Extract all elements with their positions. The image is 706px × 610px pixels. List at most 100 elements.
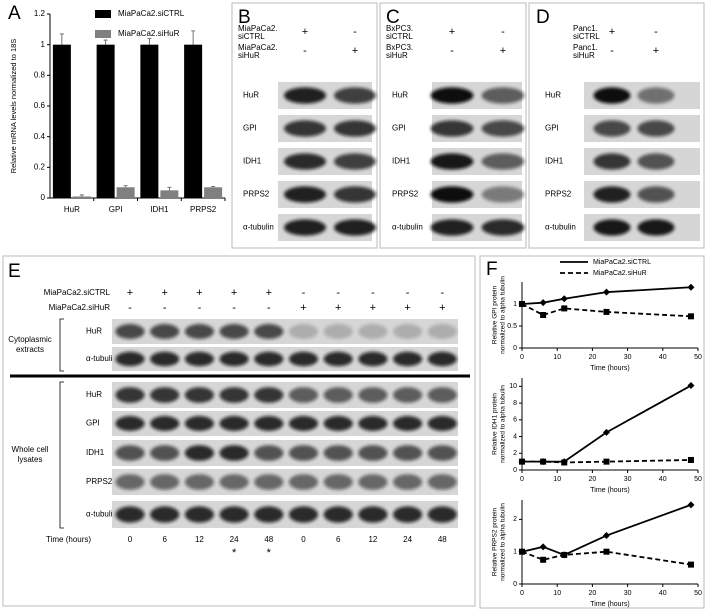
blot-band	[430, 186, 474, 203]
point	[519, 301, 525, 307]
condition-sign: -	[198, 302, 202, 314]
legend-label: MiaPaCa2.siHuR	[593, 270, 647, 277]
blot-band	[334, 120, 376, 137]
legend-swatch	[95, 10, 111, 18]
blot-band	[481, 186, 525, 203]
point	[603, 458, 610, 465]
bar	[116, 187, 135, 198]
condition-sign: -	[353, 26, 357, 38]
blot-band	[184, 474, 214, 490]
y-tick-label: 1.2	[34, 9, 46, 18]
blot-band	[593, 153, 631, 170]
x-axis-label: Time (hours)	[590, 601, 629, 608]
time-value: 24	[230, 535, 239, 544]
band-label: α-tubulin	[86, 354, 117, 363]
blot-band	[481, 219, 525, 236]
legend-label: MiaPaCa2.siHuR	[118, 29, 180, 38]
blot-band	[219, 324, 249, 339]
point	[560, 295, 568, 303]
condition-sign: +	[449, 26, 455, 38]
time-value: 0	[128, 535, 133, 544]
error-bar	[59, 33, 64, 45]
condition-label: Panc1.	[573, 43, 598, 52]
condition-sign: -	[267, 302, 271, 314]
panel-label: A	[8, 3, 21, 24]
condition-label: siCTRL	[238, 32, 265, 41]
band-label: IDH1	[243, 157, 262, 166]
blot-band	[393, 506, 423, 523]
blot-band	[358, 324, 388, 339]
condition-sign: +	[161, 287, 167, 299]
blot-band	[115, 506, 145, 523]
blot-band	[393, 445, 423, 461]
condition-sign: -	[501, 26, 505, 38]
time-label: Time (hours)	[46, 535, 91, 544]
condition-sign: +	[609, 26, 615, 38]
time-value: 48	[438, 535, 447, 544]
blot-band	[427, 387, 457, 403]
blot-band	[288, 506, 319, 523]
panel-frame	[231, 2, 378, 249]
condition-label: MiaPaCa2.	[238, 24, 278, 33]
x-tick-label: 0	[520, 590, 524, 597]
series-line	[521, 303, 692, 318]
x-axis-label: Time (hours)	[590, 365, 629, 372]
condition-sign: +	[300, 302, 306, 314]
x-tick-label: IDH1	[150, 205, 169, 214]
blot-band	[427, 416, 457, 431]
blot-band	[184, 506, 214, 523]
condition-sign: -	[654, 26, 658, 38]
blot-band	[430, 120, 474, 137]
blot-band	[430, 153, 474, 170]
y-tick-label: 0.2	[34, 162, 46, 171]
blot-band	[393, 416, 423, 431]
time-value: 6	[336, 535, 341, 544]
series-line	[522, 384, 692, 463]
panel-label: B	[238, 7, 251, 28]
y-tick-label: 2	[513, 450, 517, 457]
condition-label: BxPC3.	[386, 24, 413, 33]
point	[540, 556, 547, 563]
x-tick-label: 40	[659, 354, 667, 361]
x-tick-label: 30	[624, 590, 632, 597]
condition-sign: -	[610, 45, 614, 57]
panel-frame	[479, 255, 705, 609]
time-value: 24	[403, 535, 412, 544]
blot-band	[284, 219, 326, 236]
group-label: Cytoplasmic	[8, 335, 52, 344]
x-tick-label: 50	[694, 590, 702, 597]
blot-band	[393, 351, 423, 367]
blot-band	[323, 474, 353, 490]
point	[602, 288, 610, 296]
blot-band	[323, 387, 353, 403]
blot-band	[288, 351, 319, 367]
blot-band	[115, 474, 145, 490]
band-label: PRPS2	[243, 190, 270, 199]
point	[687, 382, 695, 390]
condition-sign: -	[371, 287, 375, 299]
blot-band	[323, 416, 353, 431]
blot-band	[184, 416, 214, 431]
condition-sign: +	[231, 287, 237, 299]
y-tick-label: 4	[513, 433, 517, 440]
point	[561, 305, 568, 312]
blot-band	[288, 445, 319, 461]
band-label: IDH1	[86, 448, 105, 457]
blot-band	[284, 186, 326, 203]
blot-band	[254, 506, 284, 523]
blot-band	[393, 387, 423, 403]
blot-band	[254, 324, 284, 339]
condition-sign: +	[352, 45, 358, 57]
point	[602, 532, 610, 540]
blot-band	[637, 87, 675, 104]
y-axis-label: normalized to alpha tubulin	[500, 385, 507, 463]
bar	[72, 196, 91, 198]
y-tick-label: 0	[513, 345, 517, 352]
blot-band	[427, 445, 457, 461]
x-tick-label: 20	[589, 476, 597, 483]
condition-sign: -	[450, 45, 454, 57]
condition-label: siCTRL	[573, 32, 600, 41]
blot-band	[284, 153, 326, 170]
y-axis-label: Relative PRPS2 protein	[492, 507, 499, 576]
band-label: HuR	[86, 390, 102, 399]
